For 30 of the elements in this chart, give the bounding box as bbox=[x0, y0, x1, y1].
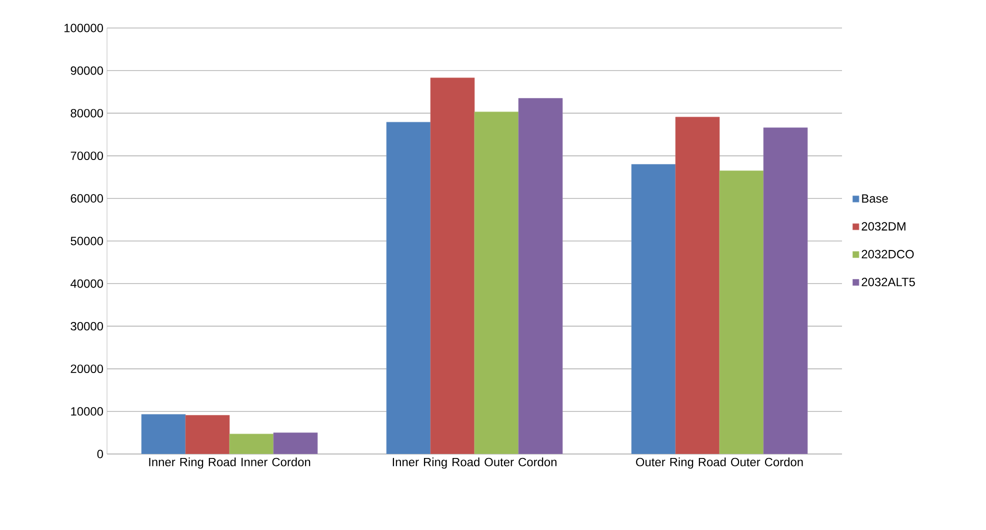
y-tick-label: 20000 bbox=[70, 364, 104, 374]
y-tick-label: 100000 bbox=[64, 24, 104, 32]
bar bbox=[273, 432, 318, 454]
bar bbox=[763, 127, 808, 454]
x-tick-label: Inner Ring Road Outer Cordon bbox=[392, 458, 556, 469]
bar bbox=[719, 170, 764, 454]
y-tick-label: 70000 bbox=[70, 152, 104, 160]
bar bbox=[141, 414, 186, 454]
bar bbox=[386, 122, 431, 454]
bar bbox=[675, 116, 720, 454]
x-tick-label: Outer Ring Road Outer Cordon bbox=[636, 458, 803, 469]
y-tick-label: 90000 bbox=[70, 66, 104, 75]
bar bbox=[518, 98, 563, 454]
y-tick-label: 0 bbox=[97, 450, 104, 458]
legend-label: 2032ALT5 bbox=[862, 278, 915, 286]
bar bbox=[474, 112, 519, 454]
y-tick-label: 80000 bbox=[70, 108, 104, 118]
y-tick-label: 30000 bbox=[70, 322, 104, 330]
bar bbox=[631, 164, 676, 454]
legend-label: 2032DM bbox=[862, 222, 906, 231]
y-tick-label: 40000 bbox=[70, 279, 104, 288]
bar bbox=[430, 78, 475, 454]
bar bbox=[229, 434, 274, 454]
y-tick-label: 60000 bbox=[70, 194, 104, 203]
x-tick-label: Inner Ring Road Inner Cordon bbox=[149, 458, 310, 469]
bar bbox=[185, 415, 230, 454]
y-tick-label: 10000 bbox=[71, 407, 104, 416]
legend-label: 2032DCO bbox=[862, 250, 914, 258]
legend-label: Base bbox=[862, 194, 888, 203]
y-tick-label: 50000 bbox=[70, 236, 104, 246]
